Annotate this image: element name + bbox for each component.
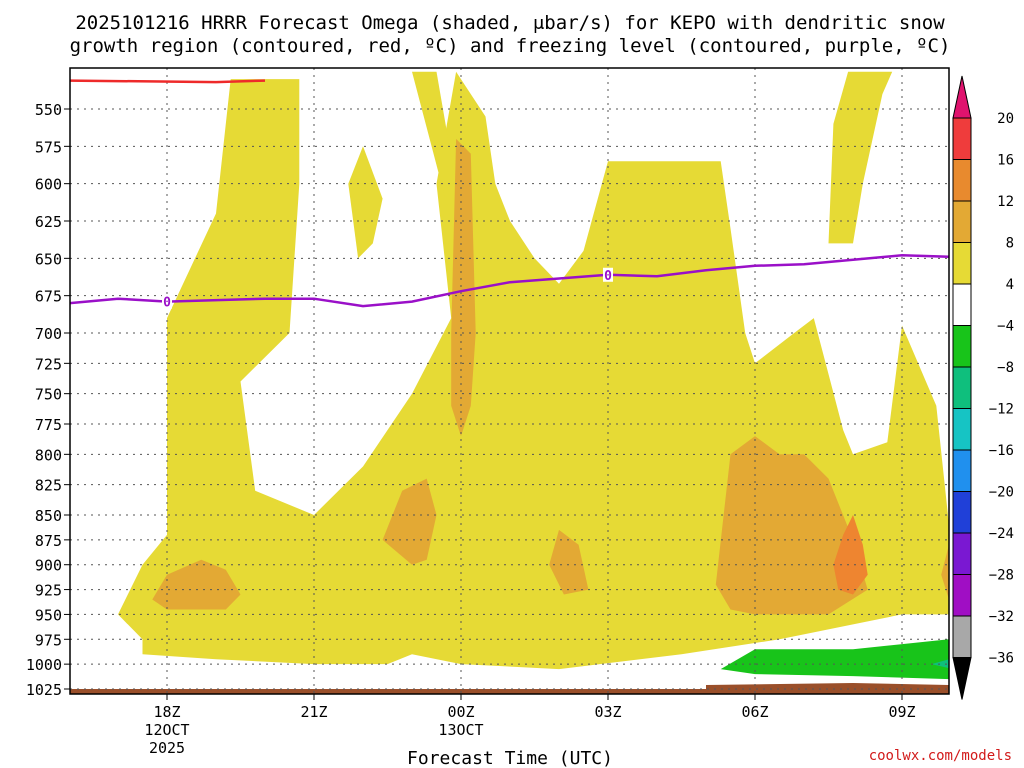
colorbar-band-9	[952, 449, 972, 492]
colorbar-label-5: 4	[1006, 277, 1014, 293]
colorbar-band-3	[952, 200, 972, 243]
y-tick-label-750: 750	[35, 386, 62, 404]
credit-text: coolwx.com/models	[869, 748, 1012, 764]
colorbar-band-6	[952, 325, 972, 368]
colorbar-label-6: −4	[997, 319, 1014, 335]
y-tick-label-550: 550	[35, 101, 62, 119]
colorbar-label-1: 20	[997, 111, 1014, 127]
chart-title-line-1: 2025101216 HRRR Forecast Omega (shaded, …	[75, 12, 945, 34]
omega-region-7	[451, 138, 476, 437]
y-tick-label-600: 600	[35, 176, 62, 194]
colorbar-label-10: −20	[989, 485, 1014, 501]
x-tick-label-06Z: 06Z	[741, 703, 768, 721]
x-axis-title: Forecast Time (UTC)	[407, 748, 613, 768]
colorbar-band-12	[952, 574, 972, 617]
colorbar-band-1	[952, 117, 972, 160]
freezing-level-contour	[69, 254, 950, 308]
colorbar-band-2	[952, 159, 972, 202]
x-tick-label-21Z: 21Z	[300, 703, 327, 721]
x-tick-label-03Z: 03Z	[594, 703, 621, 721]
y-tick-label-925: 925	[35, 582, 62, 600]
colorbar-label-13: −32	[989, 609, 1014, 625]
y-tick-label-950: 950	[35, 606, 62, 624]
omega-region-10	[833, 515, 868, 595]
y-tick-label-875: 875	[35, 532, 62, 550]
colorbar-band-5	[952, 283, 972, 326]
colorbar-label-9: −16	[989, 443, 1014, 459]
x-tick-label-00Z: 00Z	[447, 703, 474, 721]
dendritic-growth-contour	[69, 79, 266, 84]
freezing-level-label-1: 0	[163, 296, 171, 311]
contours: 00	[69, 79, 950, 311]
omega-region-12	[720, 639, 949, 680]
y-tick-label-775: 775	[35, 416, 62, 434]
x-tick-label-18Z: 18Z	[153, 703, 180, 721]
omega-shading	[70, 71, 949, 694]
colorbar-band-10	[952, 491, 972, 534]
y-tick-label-625: 625	[35, 213, 62, 231]
y-tick-label-850: 850	[35, 507, 62, 525]
omega-region-3	[348, 146, 383, 259]
x-tick-label-09Z: 09Z	[888, 703, 915, 721]
y-tick-label-675: 675	[35, 288, 62, 306]
colorbar-band-13	[952, 615, 972, 658]
y-tick-label-1025: 1025	[26, 681, 62, 699]
omega-region-8	[549, 529, 589, 595]
x-tick-year-18Z: 2025	[149, 739, 185, 757]
y-tick-label-700: 700	[35, 325, 62, 343]
omega-region-15	[706, 683, 949, 690]
y-tick-label-725: 725	[35, 355, 62, 373]
colorbar-band-11	[952, 532, 972, 575]
colorbar-label-11: −24	[989, 526, 1014, 542]
colorbar-band-4	[952, 242, 972, 285]
colorbar-label-12: −28	[989, 568, 1014, 584]
omega-region-13	[931, 659, 949, 669]
y-axis: 550 575 600 625 650 675 700 725 750 775 800 825 850 8…	[26, 101, 70, 699]
colorbar-lower-arrow	[952, 657, 972, 700]
omega-region-11	[941, 544, 949, 600]
omega-region-9	[715, 436, 868, 615]
colorbar-band-8	[952, 408, 972, 451]
omega-region-5	[152, 559, 241, 610]
y-tick-label-900: 900	[35, 557, 62, 575]
y-tick-label-800: 800	[35, 446, 62, 464]
omega-region-14	[70, 689, 949, 694]
y-tick-label-650: 650	[35, 250, 62, 268]
y-tick-label-1000: 1000	[26, 656, 62, 674]
freezing-level-label-2: 0	[604, 269, 612, 284]
plot-frame	[69, 67, 950, 695]
colorbar-upper-arrow	[952, 75, 972, 119]
x-tick-date-00Z: 13OCT	[438, 721, 483, 739]
freezing-level-label-bg-2	[603, 267, 613, 282]
omega-region-6	[382, 478, 437, 565]
y-tick-label-575: 575	[35, 138, 62, 156]
chart-title-line-2: growth region (contoured, red, ºC) and f…	[70, 35, 951, 57]
colorbar-label-3: 12	[997, 194, 1014, 210]
colorbar-label-4: 8	[1006, 236, 1014, 252]
colorbar: 20 16 12 8 4 −4 −8 −12 −16 −20 −24 −28 −32 −36	[952, 75, 1014, 700]
y-tick-label-825: 825	[35, 477, 62, 495]
freezing-level-label-bg-1	[162, 294, 172, 309]
colorbar-label-8: −12	[989, 402, 1014, 418]
colorbar-band-7	[952, 366, 972, 409]
x-tick-date-18Z: 12OCT	[144, 721, 189, 739]
colorbar-label-14: −36	[989, 651, 1014, 667]
colorbar-label-2: 16	[997, 153, 1014, 169]
y-tick-label-975: 975	[35, 631, 62, 649]
colorbar-label-7: −8	[997, 360, 1014, 376]
omega-region-4	[828, 71, 893, 244]
